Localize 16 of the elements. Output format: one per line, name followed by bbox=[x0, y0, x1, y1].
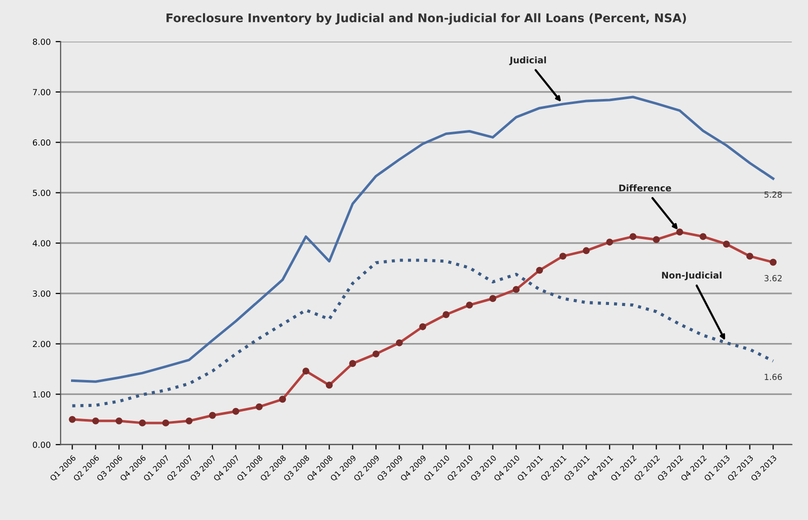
data-label: 1.66 bbox=[764, 374, 782, 380]
y-tick-label: 8.00 bbox=[32, 38, 50, 45]
y-tick-label: 5.00 bbox=[32, 190, 50, 196]
data-label: 3.62 bbox=[764, 275, 782, 282]
annotation: Non-Judicial bbox=[662, 272, 722, 280]
annotation: Difference bbox=[619, 184, 672, 192]
annotation: Judicial bbox=[509, 56, 546, 66]
y-tick-label: 3.00 bbox=[32, 290, 50, 297]
y-tick-label: 7.00 bbox=[33, 88, 50, 96]
y-tick-label: 4.00 bbox=[32, 240, 50, 246]
chart-title: Foreclosure Inventory by Judicial and Non-judicial for All Loans (Percent, NSA) bbox=[166, 13, 686, 25]
y-tick-label: 2.00 bbox=[32, 340, 50, 348]
y-tick-label: 0.00 bbox=[32, 442, 50, 448]
data-label: 5.28 bbox=[764, 191, 782, 198]
y-tick-label: 6.00 bbox=[32, 139, 50, 146]
y-tick-label: 1.00 bbox=[33, 391, 50, 398]
